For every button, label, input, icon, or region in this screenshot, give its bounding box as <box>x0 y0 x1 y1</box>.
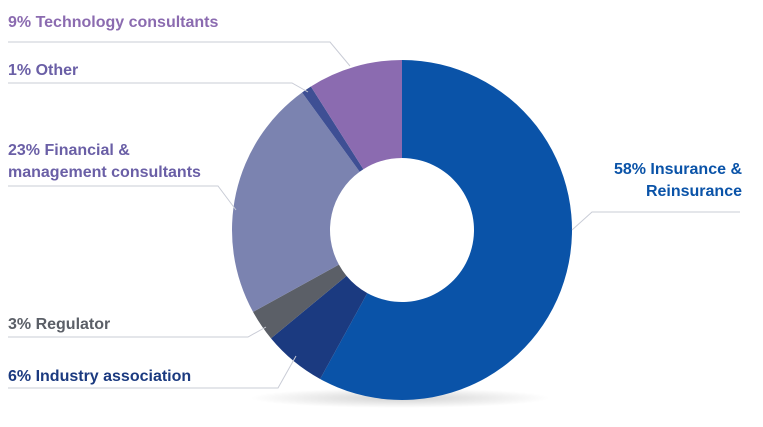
leader-line-9-technology-consultants <box>8 41 351 67</box>
slice-3-regulator <box>253 264 347 339</box>
label-1-other: 1% Other <box>8 62 78 79</box>
leader-line-58-insurance-and-reinsurance <box>571 211 740 231</box>
label-3-regulator: 3% Regulator <box>8 316 110 333</box>
leader-line-1-other <box>8 82 309 93</box>
label-6-industry-association: 6% Industry association <box>8 368 191 385</box>
label-line: 1% Other <box>8 62 78 79</box>
label-line: 3% Regulator <box>8 316 110 333</box>
label-23-financial-and-management-consultants: 23% Financial & management consultants <box>8 142 201 181</box>
slice-1-other <box>302 86 364 172</box>
label-58-insurance-and-reinsurance: 58% Insurance & Reinsurance <box>614 161 743 200</box>
label-line: 6% Industry association <box>8 368 191 385</box>
leader-line-6-industry-association <box>8 355 297 389</box>
label-line: 9% Technology consultants <box>8 14 219 31</box>
slice-58-insurance-and-reinsurance <box>320 60 572 401</box>
label-line: 58% Insurance & <box>614 161 743 178</box>
slice-9-technology-consultants <box>310 60 402 170</box>
label-line: 23% Financial & <box>8 142 130 159</box>
leader-line-23-financial-and-management-consultants <box>8 185 237 211</box>
label-line: management consultants <box>8 164 201 181</box>
label-9-technology-consultants: 9% Technology consultants <box>8 14 219 31</box>
leader-line-3-regulator <box>8 326 267 338</box>
slice-23-financial-and-management-consultants <box>232 92 360 312</box>
slice-6-industry-association <box>271 275 368 379</box>
label-line: Reinsurance <box>646 183 742 200</box>
